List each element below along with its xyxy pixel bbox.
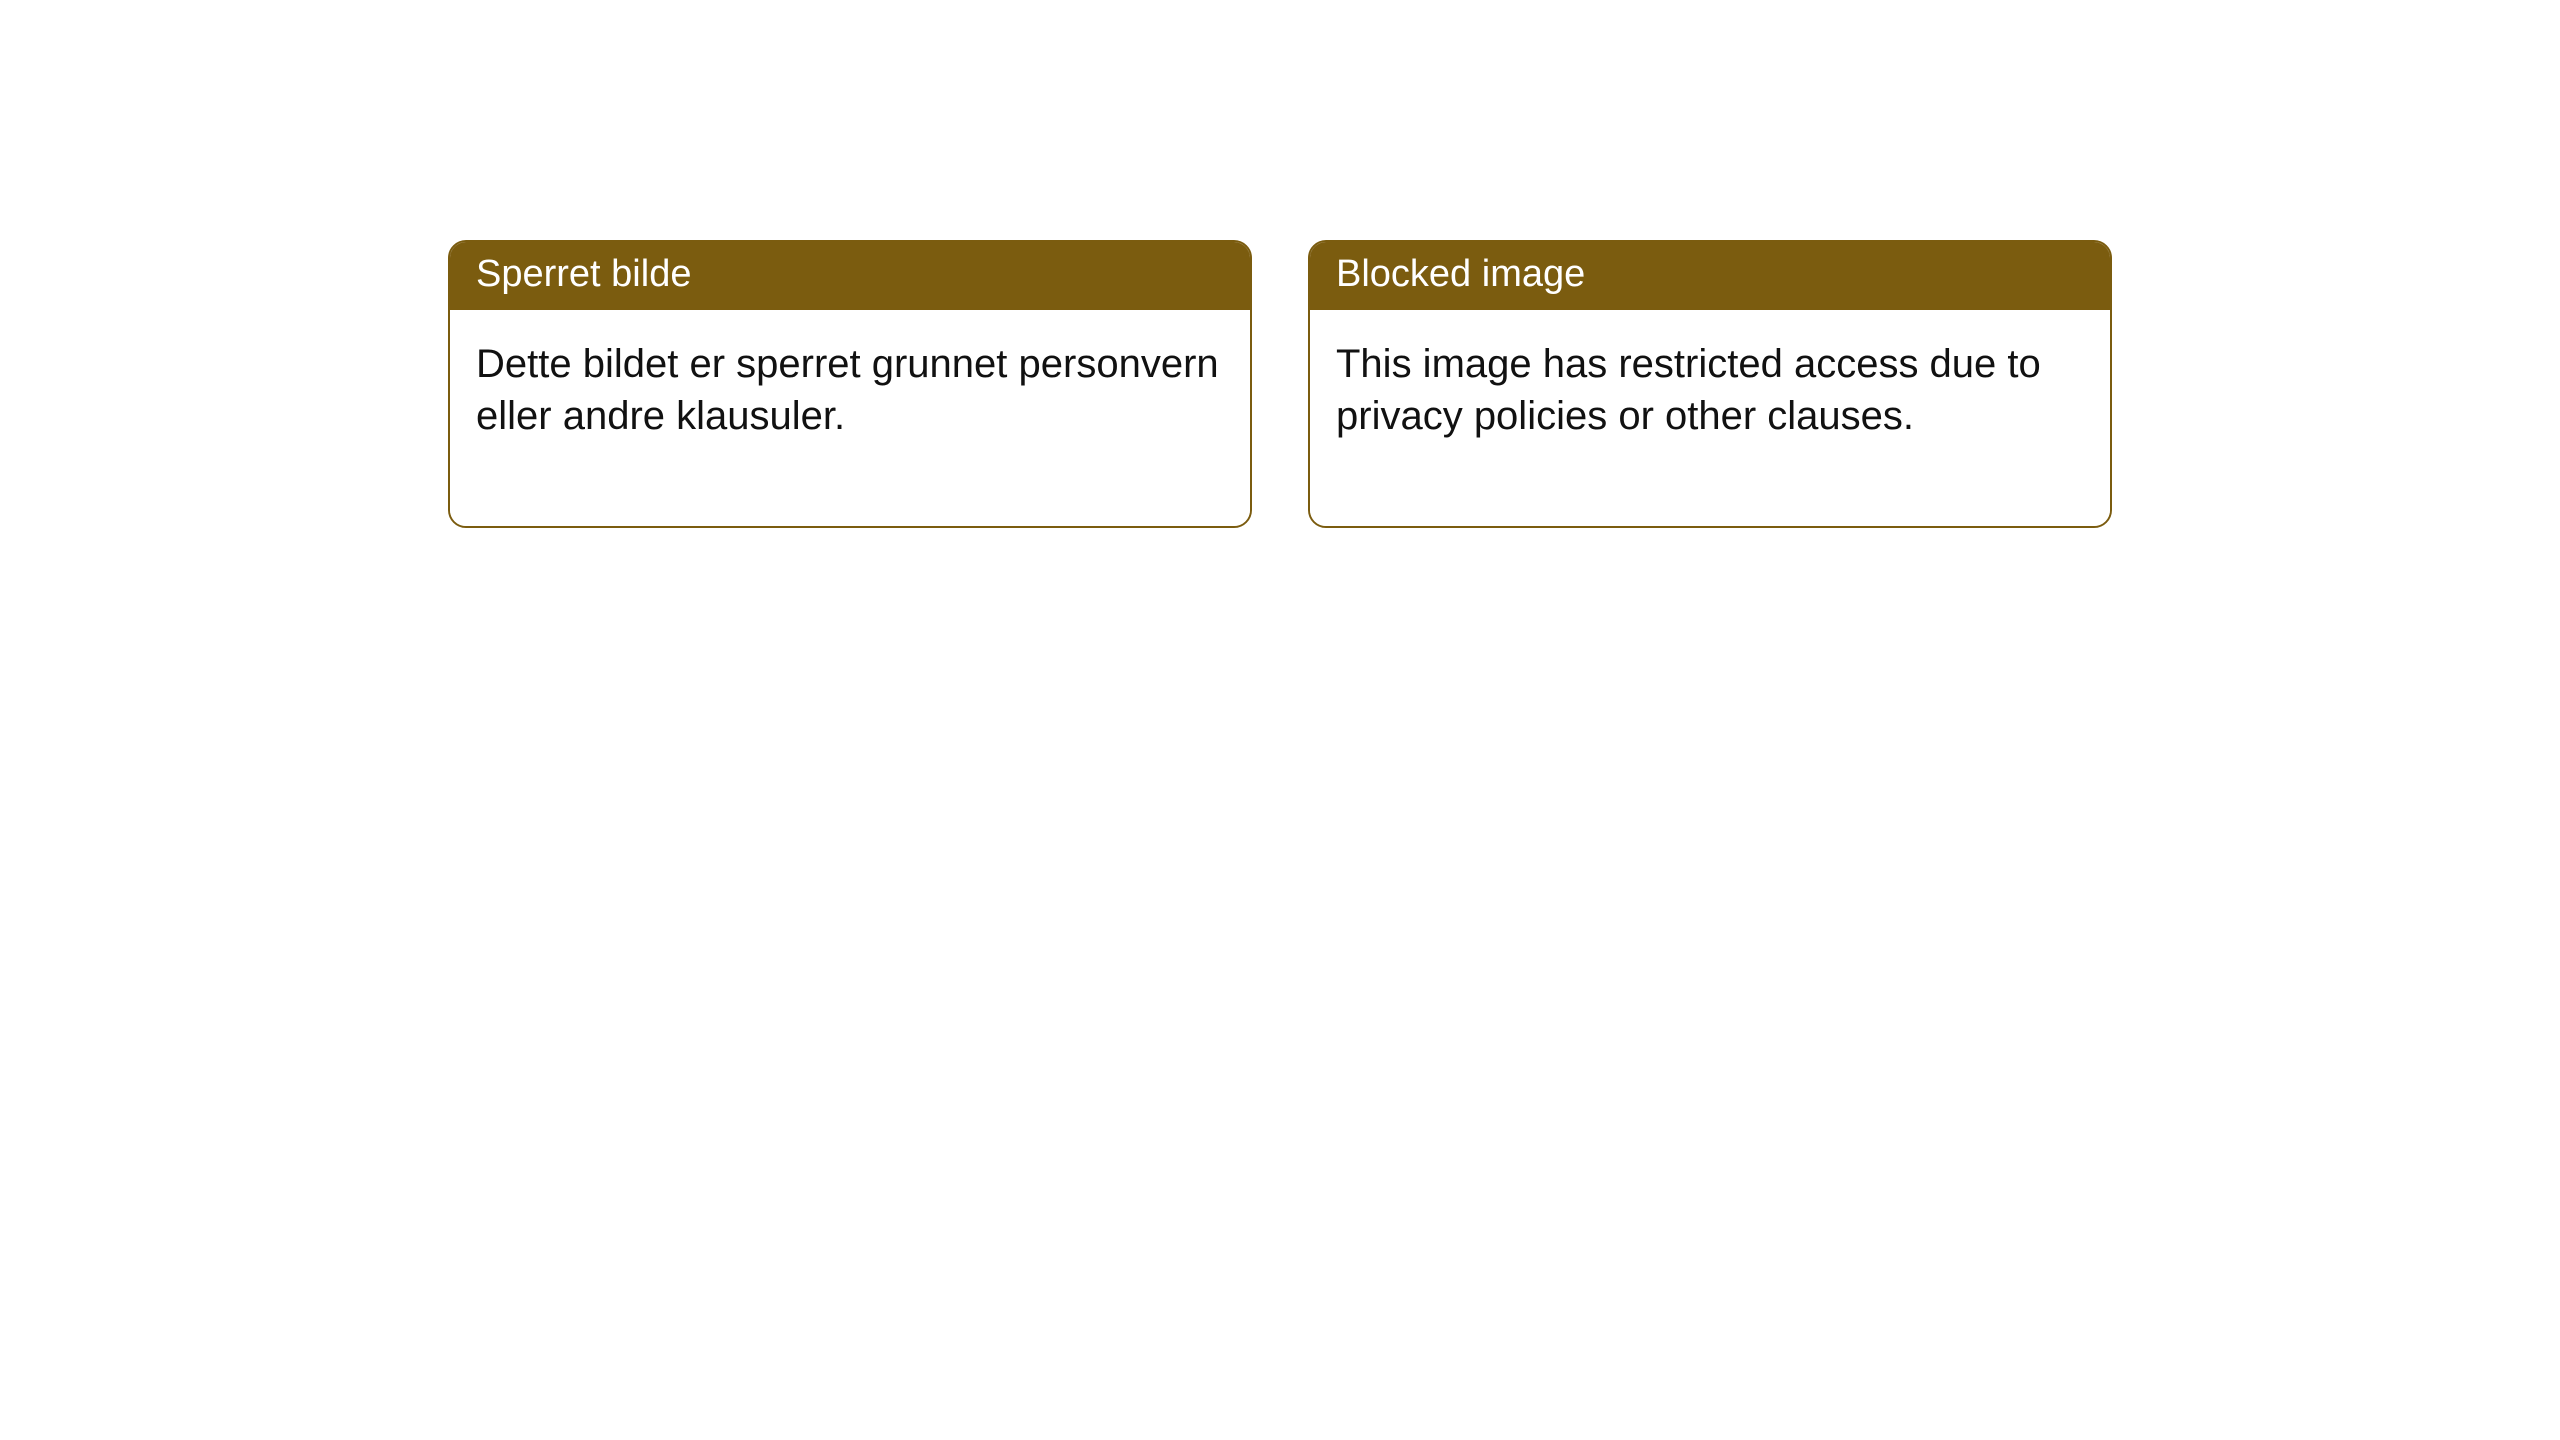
notice-cards-container: Sperret bilde Dette bildet er sperret gr… xyxy=(448,240,2112,528)
notice-card-en: Blocked image This image has restricted … xyxy=(1308,240,2112,528)
notice-card-no-body: Dette bildet er sperret grunnet personve… xyxy=(450,310,1250,526)
notice-card-en-header: Blocked image xyxy=(1310,242,2110,310)
notice-card-no-header: Sperret bilde xyxy=(450,242,1250,310)
notice-card-en-body: This image has restricted access due to … xyxy=(1310,310,2110,526)
notice-card-no: Sperret bilde Dette bildet er sperret gr… xyxy=(448,240,1252,528)
